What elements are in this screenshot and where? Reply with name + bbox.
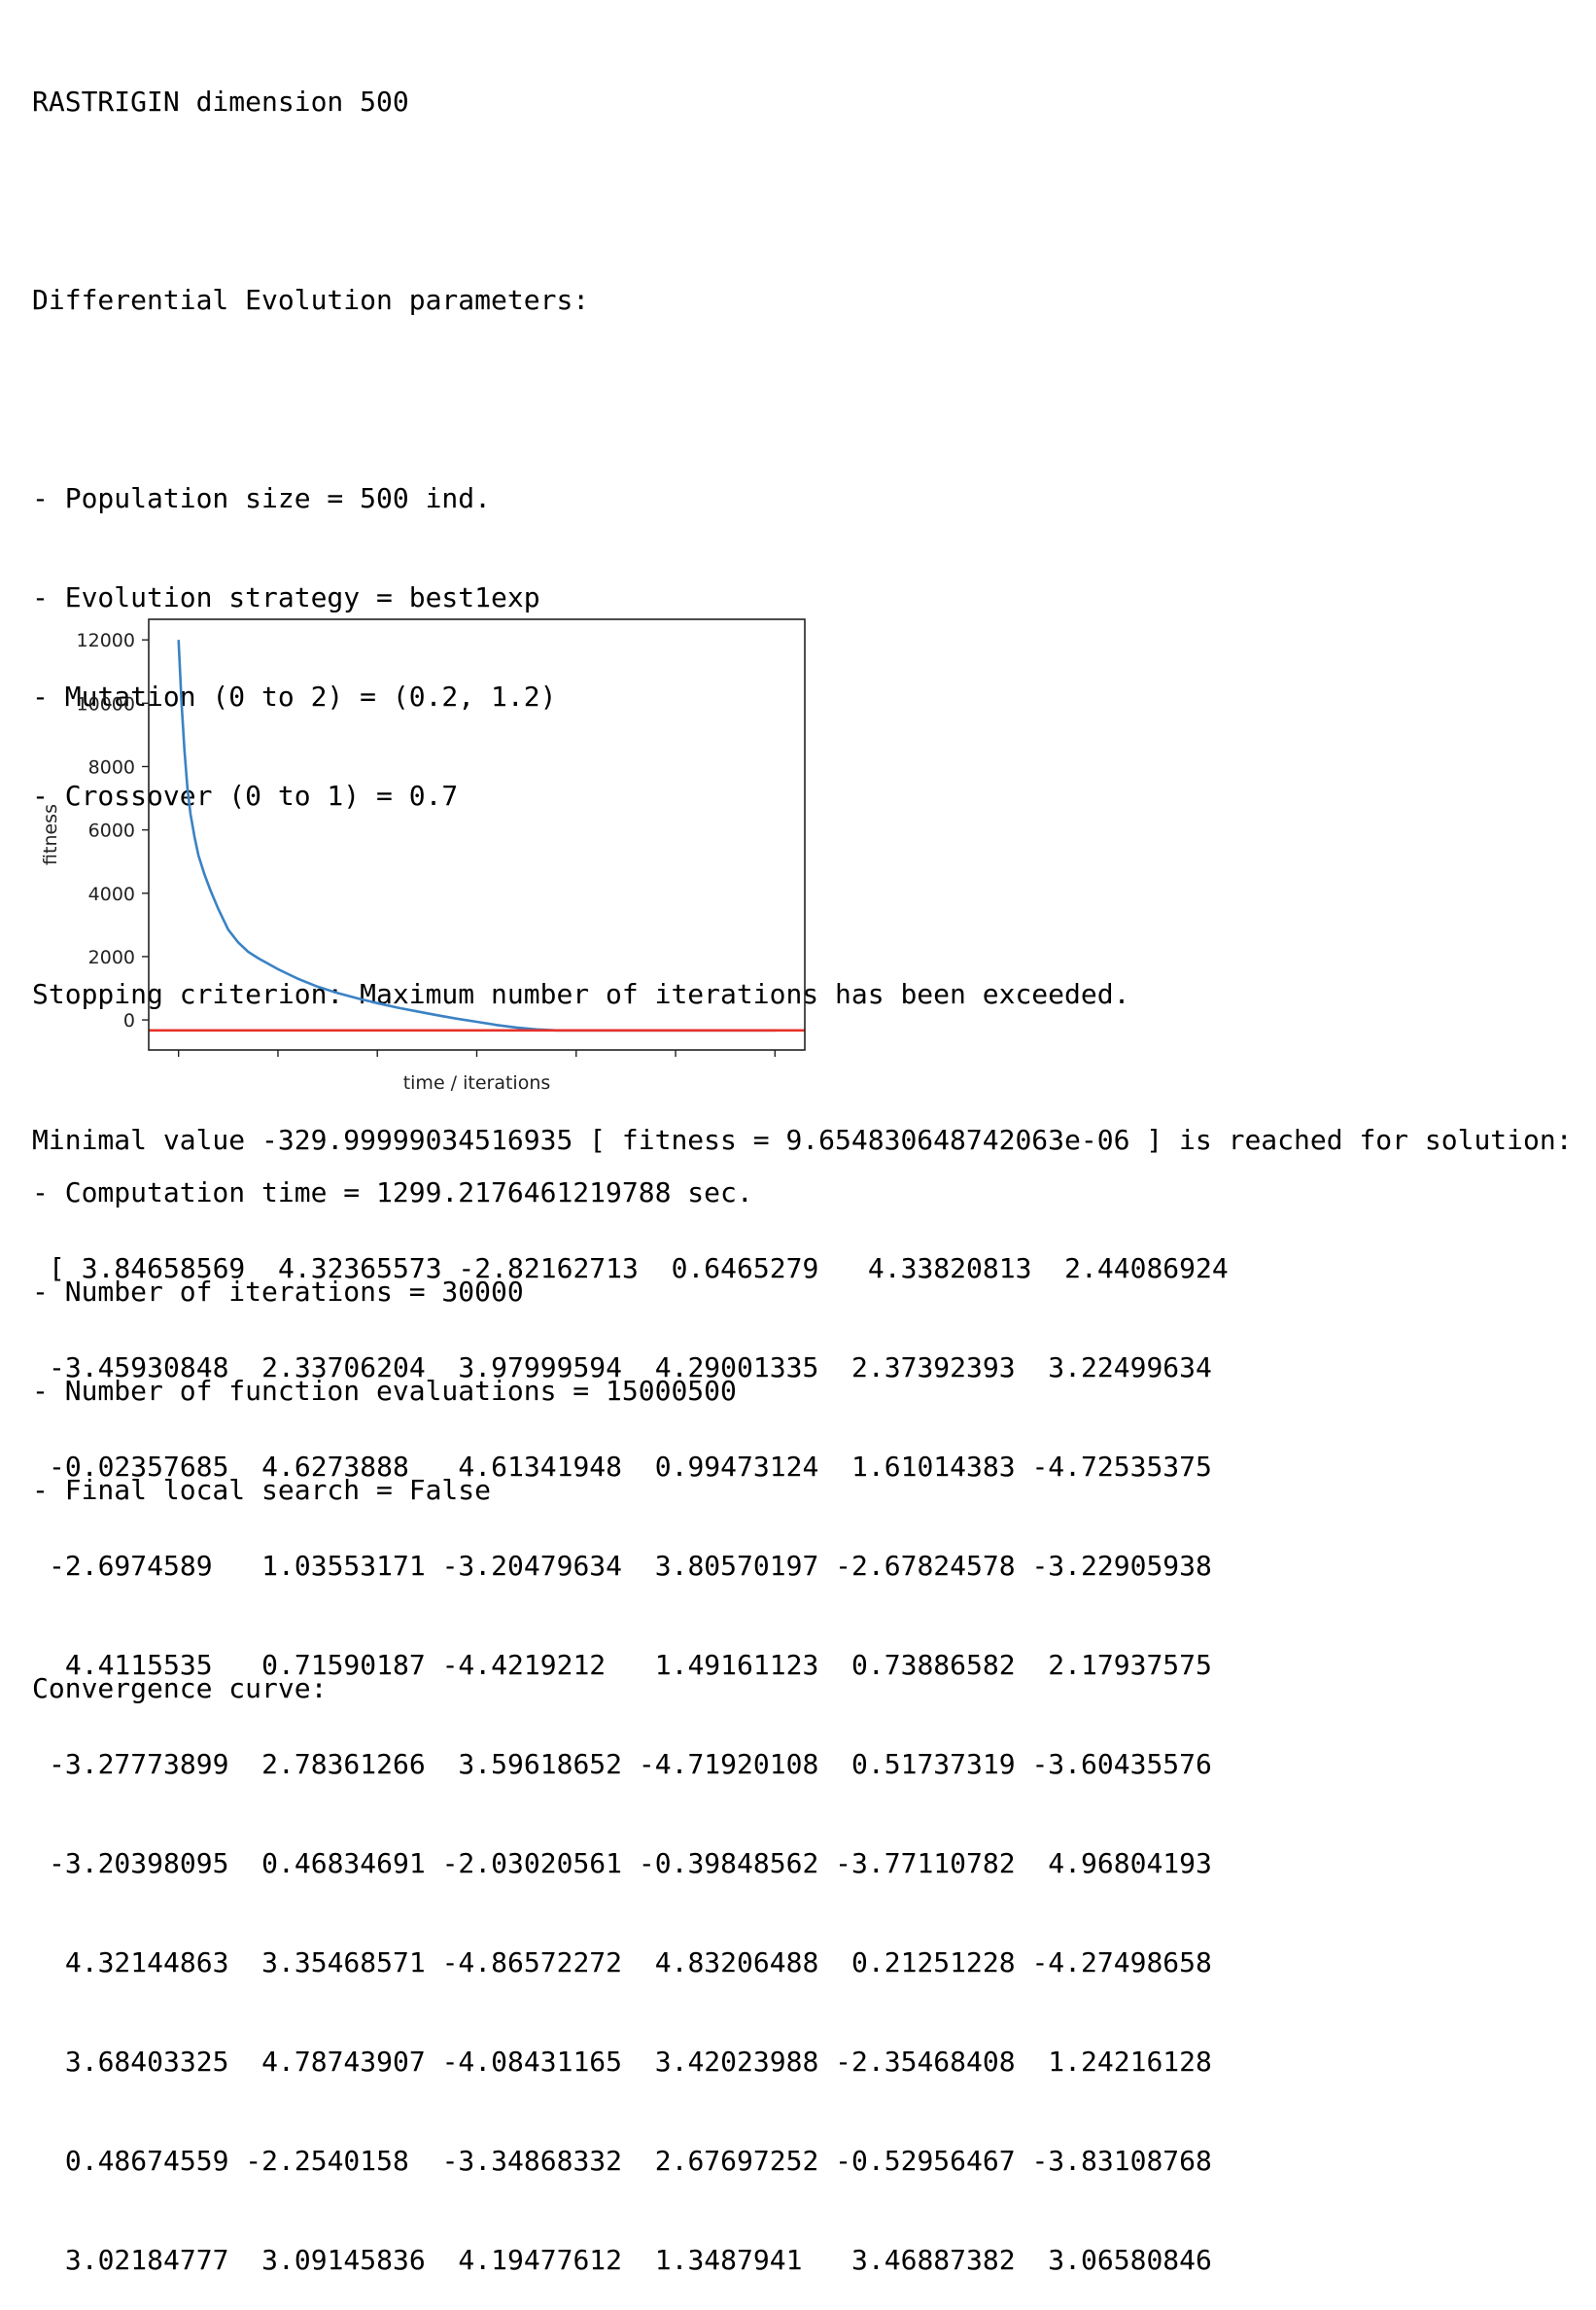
solution-row: -3.20398095 0.46834691 -2.03020561 -0.39… xyxy=(49,1847,1212,1879)
y-axis-label: fitness xyxy=(40,804,61,865)
y-tick-label: 12000 xyxy=(77,630,135,651)
y-tick-label: 2000 xyxy=(88,947,135,968)
param-line: - Mutation (0 to 2) = (0.2, 1.2) xyxy=(32,681,557,713)
y-tick-label: 8000 xyxy=(88,756,135,778)
param-line: - Evolution strategy = best1exp xyxy=(32,581,540,613)
solution-row: 4.4115535 0.71590187 -4.4219212 1.491611… xyxy=(49,1649,1212,1681)
param-line: - Population size = 500 ind. xyxy=(32,482,492,514)
stat-line: - Number of function evaluations = 15000… xyxy=(32,1375,737,1407)
minimal-value-line: Minimal value -329.99999034516935 [ fitn… xyxy=(32,1124,1573,1156)
fitness-curve xyxy=(177,640,776,1032)
solution-row: -0.02357685 4.6273888 4.61341948 0.99473… xyxy=(49,1451,1212,1483)
solution-row: -3.45930848 2.33706204 3.97999594 4.2900… xyxy=(49,1351,1212,1383)
stopping-criterion: Stopping criterion: Maximum number of it… xyxy=(32,978,1130,1010)
solution-row: 3.68403325 4.78743907 -4.08431165 3.4202… xyxy=(49,2046,1212,2078)
x-axis-label: time / iterations xyxy=(403,1072,551,1094)
stat-line: - Number of iterations = 30000 xyxy=(32,1276,524,1308)
solution-row: -3.27773899 2.78361266 3.59618652 -4.719… xyxy=(49,1748,1212,1780)
convergence-chart: 0 2000 4000 6000 8000 10000 12000 time / iterat… xyxy=(32,608,810,1099)
solution-row: 0.48674559 -2.2540158 -3.34868332 2.6769… xyxy=(49,2145,1212,2177)
y-tick-label: 4000 xyxy=(88,884,135,905)
solution-row: 3.02184777 3.09145836 4.19477612 1.34879… xyxy=(49,2244,1212,2276)
solution-row: [ 3.84658569 4.32365573 -2.82162713 0.64… xyxy=(49,1252,1229,1284)
stat-line: - Computation time = 1299.2176461219788 … xyxy=(32,1176,753,1208)
function-title: RASTRIGIN dimension 500 xyxy=(32,86,409,118)
solution-row: -2.6974589 1.03553171 -3.20479634 3.8057… xyxy=(49,1550,1212,1582)
convergence-plot-svg: 0 2000 4000 6000 8000 10000 12000 time / iterat… xyxy=(40,618,806,1094)
params-header: Differential Evolution parameters: xyxy=(32,284,590,316)
solution-vector: [ 3.84658569 4.32365573 -2.82162713 0.64… xyxy=(49,1186,1229,2310)
solution-row: 4.32144863 3.35468571 -4.86572272 4.8320… xyxy=(49,1946,1212,1978)
stat-line: - Final local search = False xyxy=(32,1474,492,1506)
y-tick-label: 10000 xyxy=(77,693,135,715)
y-tick-label: 0 xyxy=(123,1010,135,1032)
plot-frame xyxy=(148,618,806,1051)
y-tick-label: 6000 xyxy=(88,821,135,842)
